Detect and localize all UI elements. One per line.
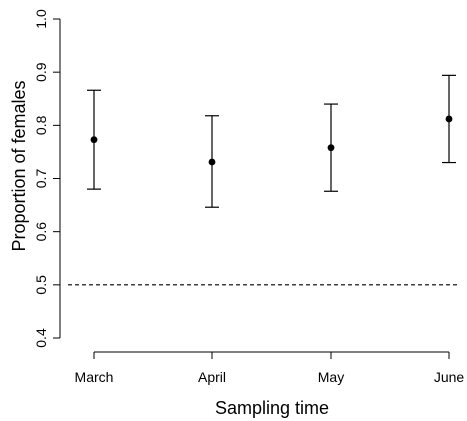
data-marks bbox=[87, 74, 456, 208]
data-point bbox=[327, 144, 335, 152]
y-tick-label: 0.4 bbox=[33, 328, 49, 348]
data-point bbox=[208, 158, 216, 166]
x-axis: March April May June bbox=[75, 351, 465, 385]
y-tick-label: 0.7 bbox=[33, 169, 49, 189]
y-tick-label: 0.8 bbox=[33, 115, 49, 135]
y-axis-title: Proportion of females bbox=[9, 80, 29, 251]
x-tick-label: May bbox=[318, 369, 344, 385]
x-tick-label: April bbox=[198, 369, 226, 385]
x-tick-label: June bbox=[434, 369, 465, 385]
y-tick-label: 0.6 bbox=[33, 222, 49, 242]
y-tick-label: 1.0 bbox=[33, 9, 49, 29]
y-axis: 0.4 0.5 0.6 0.7 0.8 0.9 1.0 bbox=[33, 9, 61, 348]
data-point bbox=[445, 115, 453, 123]
x-axis-title: Sampling time bbox=[215, 398, 329, 418]
x-tick-label: March bbox=[75, 369, 114, 385]
y-tick-label: 0.9 bbox=[33, 62, 49, 82]
data-point bbox=[90, 136, 98, 144]
y-tick-label: 0.5 bbox=[33, 275, 49, 295]
